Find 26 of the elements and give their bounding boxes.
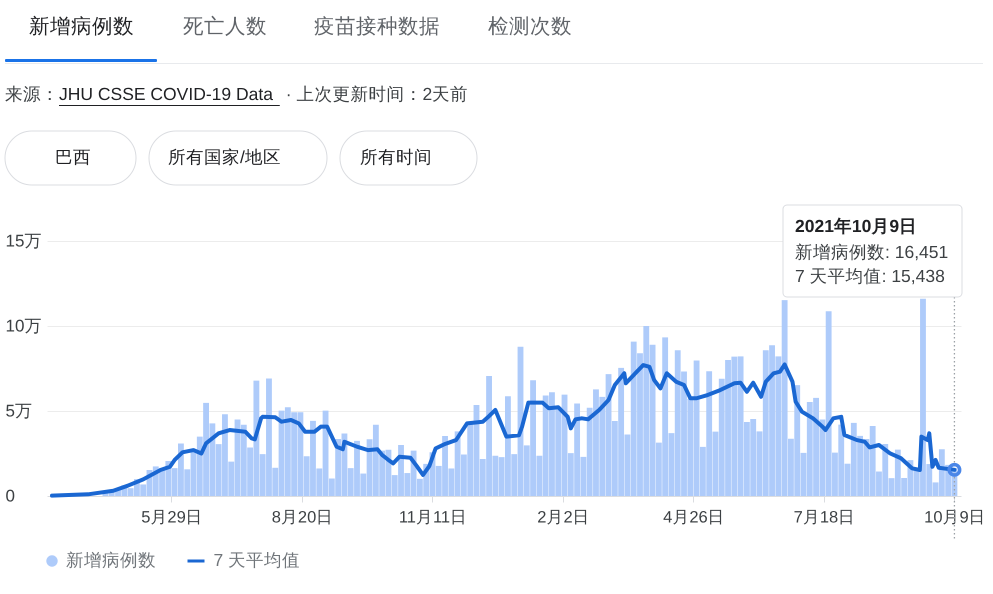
y-tick-label: 5万	[6, 402, 32, 420]
text: · 上次更新时间：2天前	[286, 84, 468, 104]
text: 所有时间	[360, 147, 432, 167]
legend-label: 7 天平均值	[214, 550, 300, 570]
x-tick-label: 8月20日	[272, 508, 334, 526]
annotation: 新增病例数: 16,451	[795, 242, 948, 262]
text: 检测次数	[488, 15, 572, 38]
legend-label: 新增病例数	[66, 550, 156, 570]
text: 所有国家/地区	[168, 147, 281, 167]
x-tick-label: 2月2日	[537, 508, 590, 526]
text: 死亡人数	[183, 15, 267, 38]
x-tick-label: 5月29日	[141, 508, 203, 526]
line-series	[50, 362, 956, 498]
x-tick-label: 7月18日	[794, 508, 856, 526]
y-tick-label: 15万	[6, 232, 42, 250]
source-note: 来源：	[5, 84, 59, 104]
text: 2021年10月9日	[795, 216, 918, 236]
x-tick-label: 4月26日	[663, 508, 725, 526]
text: JHU CSSE COVID-19 Data	[59, 84, 274, 104]
y-tick-label: 10万	[6, 316, 42, 336]
text: 疫苗接种数据	[314, 15, 440, 38]
x-tick-label: 11月11日	[398, 508, 468, 526]
y-tick-label: 0	[6, 486, 15, 506]
text: 新增病例数	[29, 15, 134, 38]
annotation: 7 天平均值: 15,438	[795, 266, 945, 286]
text: 巴西	[55, 147, 91, 167]
